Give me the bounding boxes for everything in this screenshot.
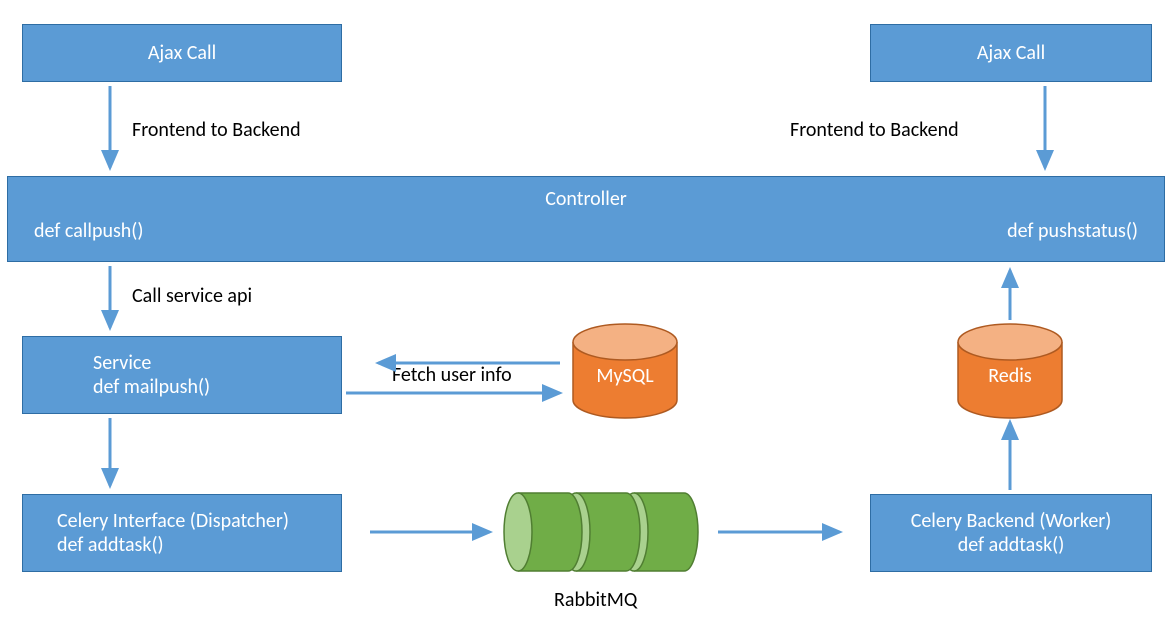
rabbitmq-label: RabbitMQ — [554, 588, 637, 612]
redis-cylinder-icon: Redis — [958, 324, 1062, 418]
node-controller: Controller def callpush() def pushstatus… — [7, 176, 1165, 262]
node-service-label: Service — [93, 351, 151, 375]
node-ajax-right-label: Ajax Call — [977, 41, 1045, 65]
arrows-group — [110, 86, 1045, 532]
mysql-text: MySQL — [596, 364, 654, 388]
edge-label-call-service: Call service api — [132, 284, 252, 308]
node-dispatcher: Celery Interface (Dispatcher) def addtas… — [22, 494, 342, 572]
node-service-sub: def mailpush() — [93, 375, 210, 399]
node-ajax-left: Ajax Call — [22, 24, 342, 82]
mysql-cylinder-icon: MySQL — [573, 324, 677, 418]
rabbitmq-cylinder-icon — [504, 493, 698, 571]
controller-sub-left: def callpush() — [8, 219, 143, 243]
node-controller-label: Controller — [545, 187, 627, 211]
node-worker-label: Celery Backend (Worker) — [911, 509, 1112, 533]
controller-sub-right: def pushstatus() — [1007, 219, 1164, 243]
node-worker-sub: def addtask() — [958, 533, 1065, 557]
edge-label-frontend-right: Frontend to Backend — [790, 118, 959, 142]
edge-label-fetch-user: Fetch user info — [392, 363, 512, 387]
node-ajax-right: Ajax Call — [870, 24, 1152, 82]
redis-text: Redis — [988, 364, 1032, 388]
node-dispatcher-label: Celery Interface (Dispatcher) — [57, 509, 289, 533]
node-service: Service def mailpush() — [22, 336, 342, 414]
node-ajax-left-label: Ajax Call — [148, 41, 216, 65]
edge-label-frontend-left: Frontend to Backend — [132, 118, 301, 142]
node-dispatcher-sub: def addtask() — [57, 533, 164, 557]
node-worker: Celery Backend (Worker) def addtask() — [870, 494, 1152, 572]
